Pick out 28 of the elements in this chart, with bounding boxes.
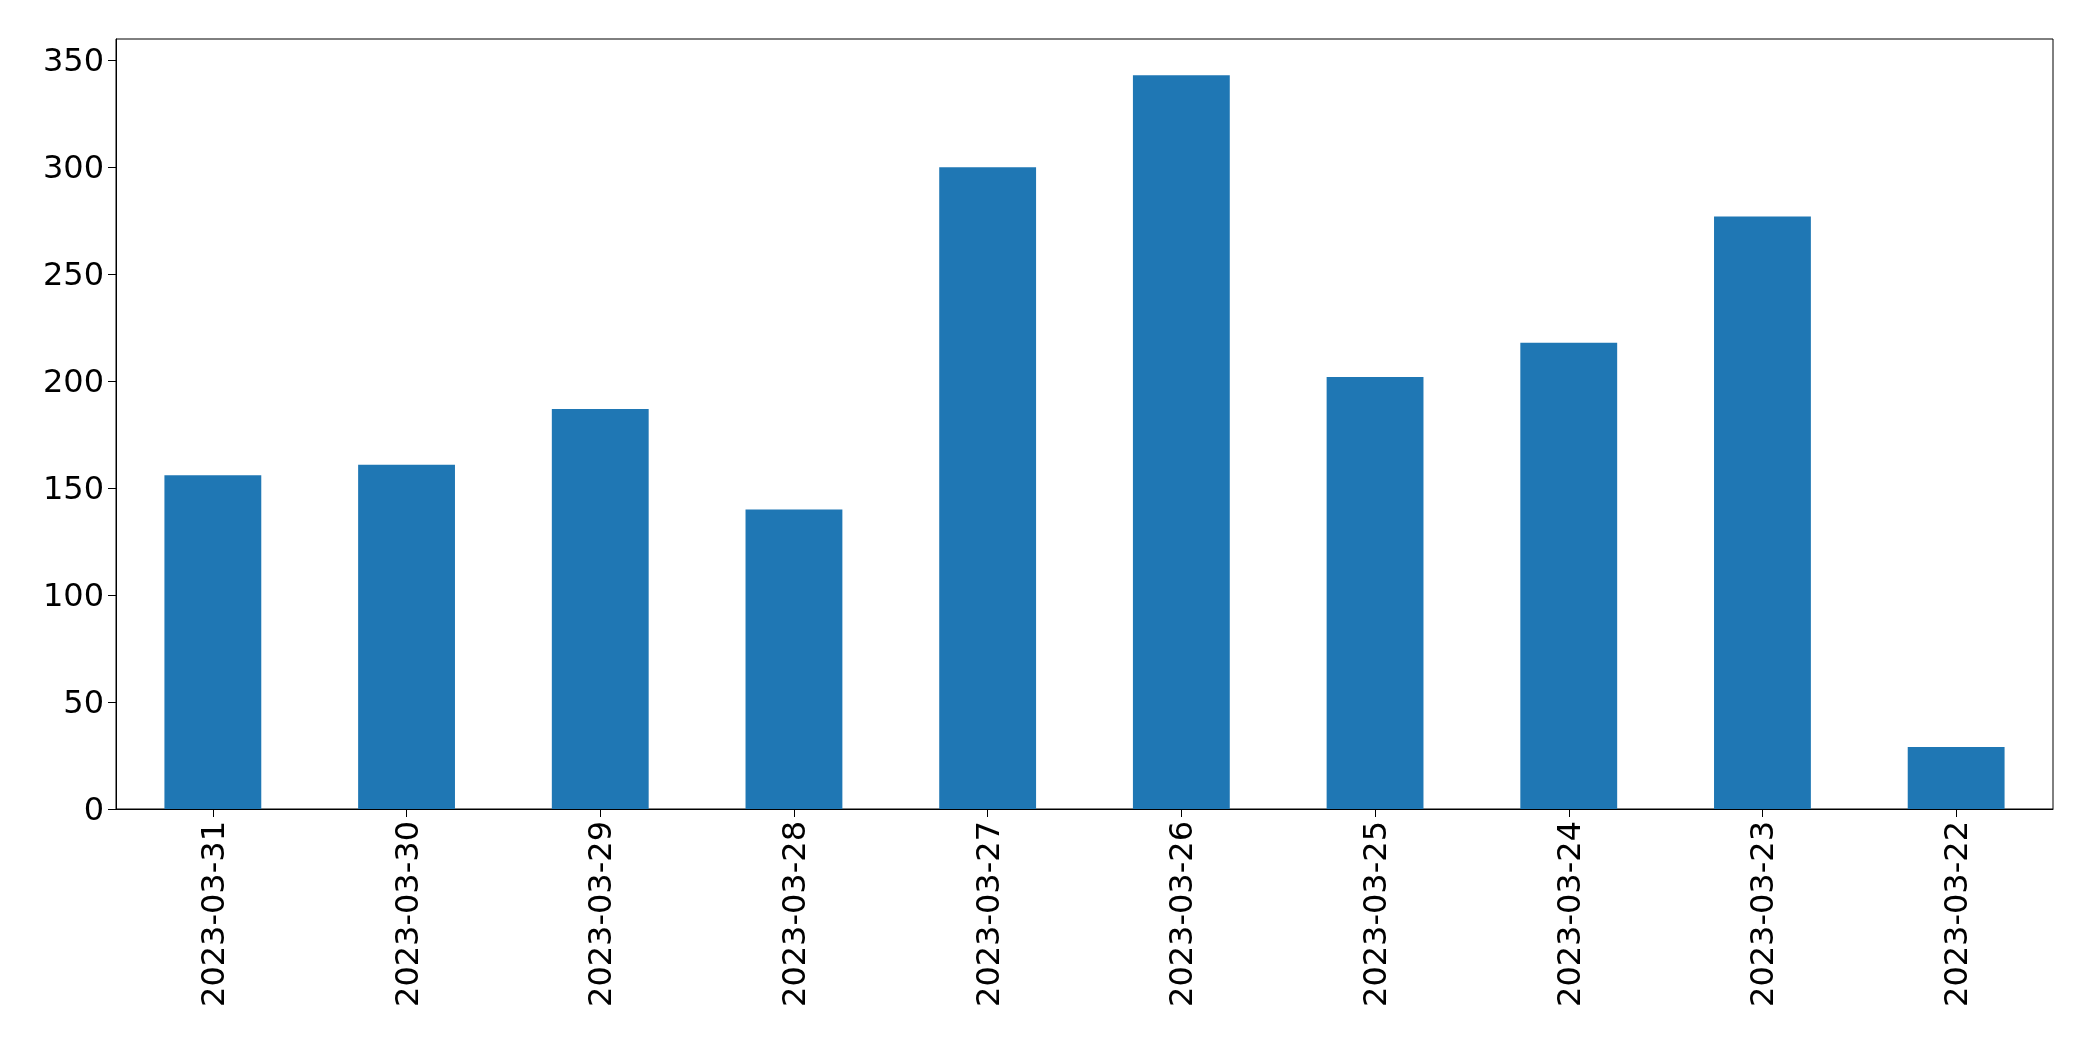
bar bbox=[358, 464, 455, 809]
bar bbox=[939, 167, 1037, 809]
x-tick-label: 2023-03-22 bbox=[1937, 821, 1976, 1007]
y-tick-label: 0 bbox=[83, 790, 104, 828]
x-tick-label: 2023-03-25 bbox=[1356, 821, 1395, 1007]
bar bbox=[1520, 342, 1618, 809]
y-tick-label: 300 bbox=[42, 148, 104, 187]
x-tick-label: 2023-03-29 bbox=[581, 821, 620, 1007]
y-tick-label: 150 bbox=[42, 469, 104, 508]
y-tick-label: 250 bbox=[42, 255, 104, 294]
y-tick-label: 100 bbox=[42, 576, 104, 615]
bar bbox=[1132, 75, 1230, 809]
x-tick-label: 2023-03-23 bbox=[1743, 821, 1782, 1007]
bar bbox=[1907, 746, 2005, 809]
x-tick-label: 2023-03-24 bbox=[1549, 821, 1588, 1007]
x-tick-label: 2023-03-28 bbox=[774, 821, 813, 1007]
y-tick-label: 50 bbox=[63, 683, 104, 722]
bar bbox=[1326, 376, 1424, 809]
x-tick-label: 2023-03-26 bbox=[1162, 821, 1201, 1007]
x-tick-label: 2023-03-27 bbox=[968, 821, 1007, 1007]
bar bbox=[1714, 216, 1811, 809]
bar bbox=[745, 509, 843, 809]
bar bbox=[164, 475, 262, 809]
bar bbox=[551, 409, 649, 809]
y-tick-label: 200 bbox=[42, 362, 104, 401]
y-tick-label: 350 bbox=[42, 41, 104, 80]
x-tick-label: 2023-03-30 bbox=[387, 821, 426, 1007]
x-tick-label: 2023-03-31 bbox=[193, 821, 232, 1007]
